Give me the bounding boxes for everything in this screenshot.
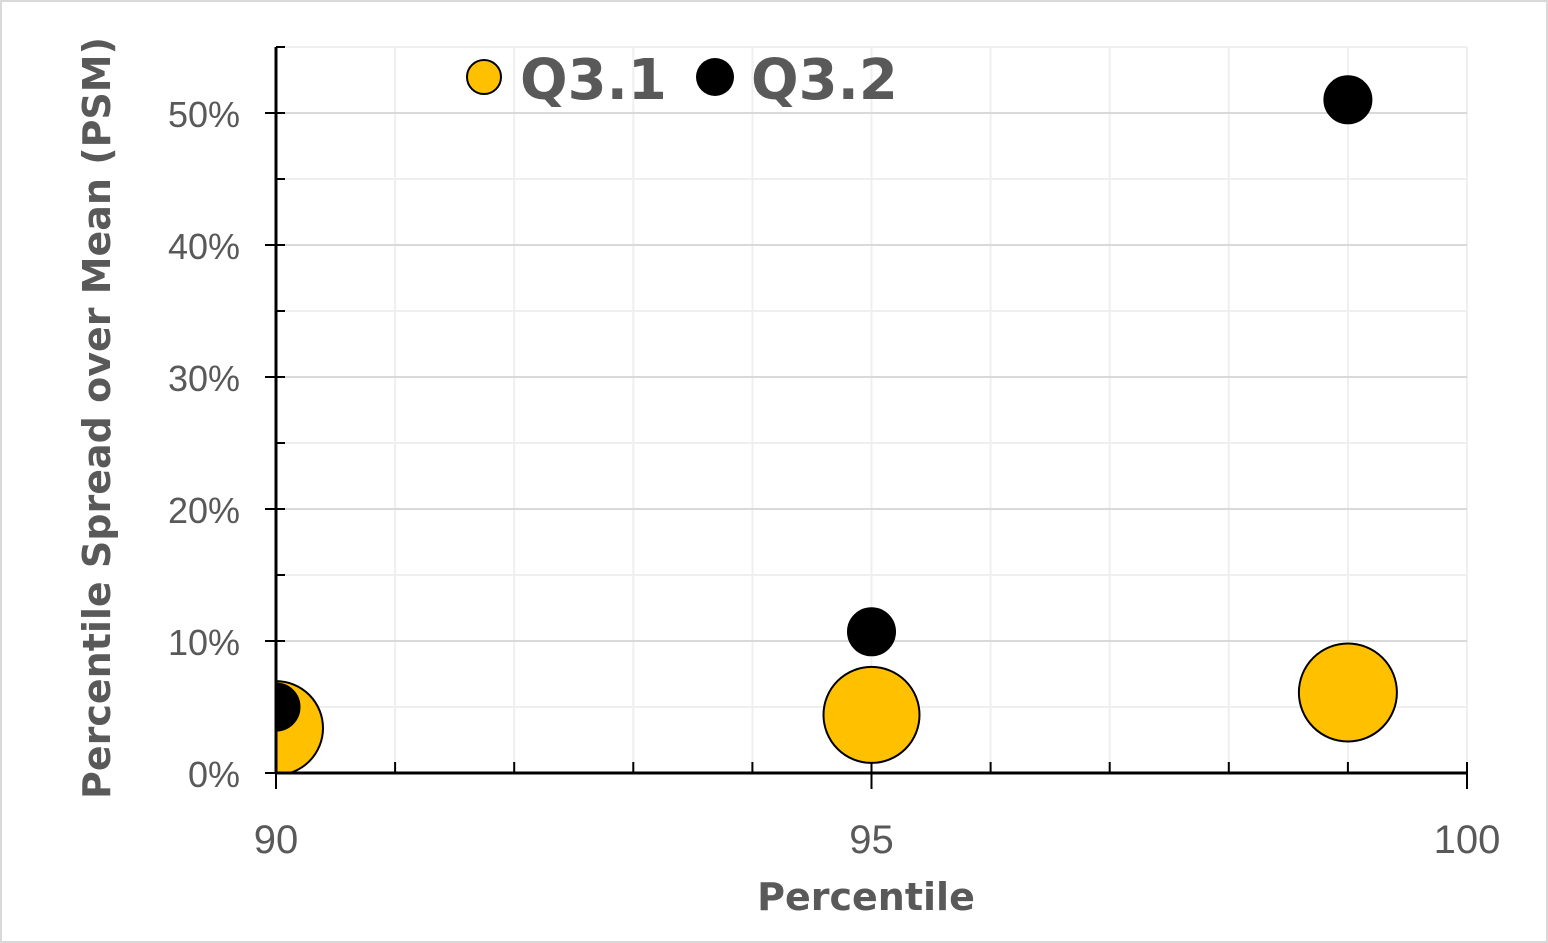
y-tick-label: 30% bbox=[168, 358, 240, 399]
axes bbox=[265, 46, 1468, 789]
legend-label-q3-1: Q3.1 bbox=[520, 48, 667, 113]
x-tick-label: 90 bbox=[254, 818, 299, 862]
x-tick-label: 95 bbox=[849, 818, 894, 862]
y-tick-label: 40% bbox=[168, 226, 240, 267]
bubble-q3-2 bbox=[1323, 75, 1373, 125]
legend-marker-q3-2-icon bbox=[696, 58, 734, 96]
legend-item-q3-1: Q3.1 bbox=[466, 48, 667, 113]
bubble-q3-2 bbox=[847, 607, 896, 657]
plot-area bbox=[276, 75, 1398, 773]
y-tick-label: 20% bbox=[168, 490, 240, 531]
legend-label-q3-2: Q3.2 bbox=[751, 48, 898, 113]
y-axis-tick-labels: 0% 10% 20% 30% 40% 50% bbox=[168, 94, 240, 795]
bubble-q3-1 bbox=[1297, 642, 1398, 743]
x-axis-tick-labels: 90 95 100 bbox=[254, 818, 1501, 862]
y-axis-title: Percentile Spread over Mean (PSM) bbox=[75, 37, 119, 799]
y-tick-label: 0% bbox=[188, 754, 240, 795]
legend-item-q3-2: Q3.2 bbox=[696, 48, 898, 113]
y-tick-label: 50% bbox=[168, 94, 240, 135]
x-tick-label: 100 bbox=[1434, 818, 1501, 862]
legend: Q3.1 Q3.2 bbox=[466, 48, 898, 113]
bubble-q3-2 bbox=[276, 682, 301, 732]
bubble-q3-1 bbox=[822, 665, 921, 764]
x-axis-title: Percentile bbox=[757, 875, 975, 919]
gridlines bbox=[276, 46, 1468, 773]
legend-marker-q3-1-icon bbox=[466, 59, 502, 95]
y-tick-label: 10% bbox=[168, 622, 240, 663]
